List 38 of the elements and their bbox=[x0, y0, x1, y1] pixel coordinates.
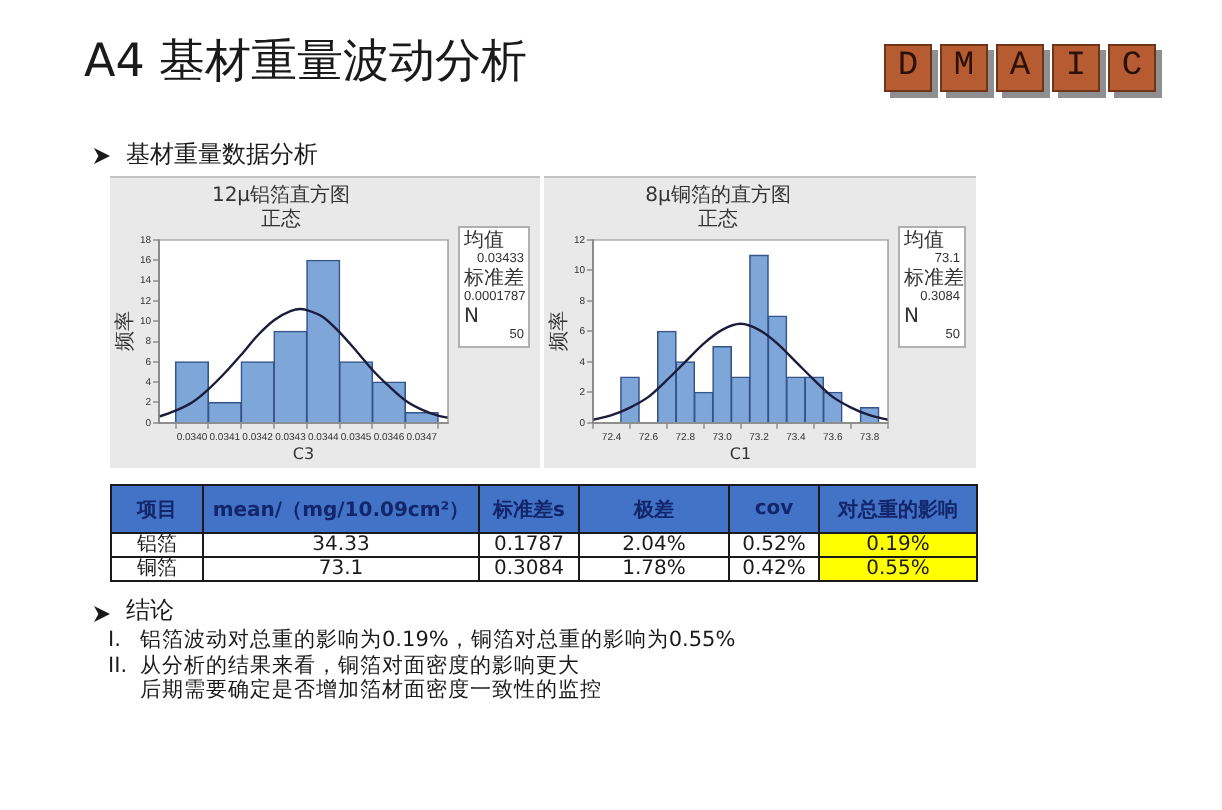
text: M bbox=[942, 46, 986, 90]
text: 0.1787 bbox=[494, 534, 564, 556]
text: 0.3084 bbox=[494, 558, 564, 580]
category-label: mean/（mg/10.09cm²） bbox=[203, 485, 479, 533]
text: 结论 bbox=[126, 596, 174, 626]
text: A4 基材重量波动分析 bbox=[84, 34, 528, 90]
category-label: 对总重的影响 bbox=[819, 485, 977, 533]
text: I. bbox=[108, 628, 123, 653]
y-axis-title: 频率 bbox=[547, 311, 572, 352]
category-label: 标准差s bbox=[479, 485, 579, 533]
chart-title: 8μ铜箔的直方图 bbox=[645, 183, 791, 208]
text: 后期需要确定是否增加箔材面密度一致性的监控 bbox=[140, 678, 604, 703]
x-axis-title: C3 bbox=[292, 444, 315, 463]
text: 34.33 bbox=[312, 534, 370, 556]
category-label: 极差 bbox=[579, 485, 729, 533]
text: D bbox=[886, 46, 930, 90]
text: 2.04% bbox=[622, 534, 686, 556]
chart-subtitle: 正态 bbox=[698, 207, 738, 232]
text: C bbox=[1110, 46, 1154, 90]
text: 1.78% bbox=[622, 558, 686, 580]
text: 0.19% bbox=[866, 534, 930, 556]
line-series bbox=[159, 307, 448, 419]
text: 从分析的结果来看，铜箔对面密度的影响更大 bbox=[140, 653, 582, 678]
text: 0.55% bbox=[866, 558, 930, 580]
text: A bbox=[998, 46, 1042, 90]
chart-subtitle: 正态 bbox=[261, 207, 301, 232]
chart-title: 12μ铝箔直方图 bbox=[211, 183, 351, 208]
x-axis-title: C1 bbox=[729, 444, 752, 463]
text: 0.52% bbox=[742, 534, 806, 556]
y-axis-title: 频率 bbox=[113, 311, 138, 352]
text: 73.1 bbox=[318, 558, 364, 580]
text: II. bbox=[108, 653, 130, 678]
text: 铝箔波动对总重的影响为0.19%，铜箔对总重的影响为0.55% bbox=[140, 628, 736, 653]
text: I bbox=[1054, 46, 1098, 90]
text: 基材重量数据分析 bbox=[126, 140, 318, 170]
text: 0.42% bbox=[742, 558, 806, 580]
category-label: cov bbox=[729, 485, 819, 533]
category-label: 项目 bbox=[111, 485, 203, 533]
